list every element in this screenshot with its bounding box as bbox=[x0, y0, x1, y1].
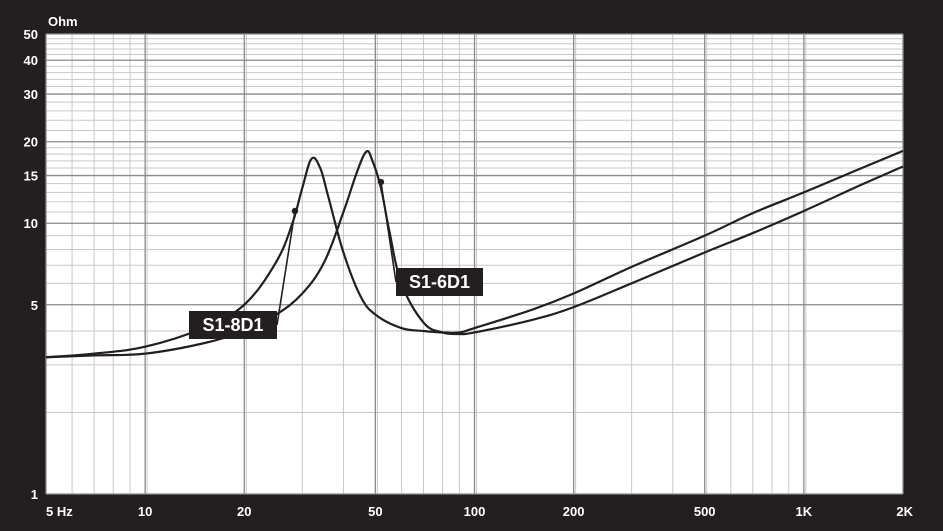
callout-label: S1-6D1 bbox=[409, 272, 470, 292]
x-tick-label: 100 bbox=[464, 504, 486, 519]
x-tick-label: 1K bbox=[796, 504, 813, 519]
x-tick-label: 5 Hz bbox=[46, 504, 73, 519]
y-tick-label: 20 bbox=[24, 135, 38, 150]
x-tick-label: 2K bbox=[896, 504, 913, 519]
y-tick-label: 5 bbox=[31, 298, 38, 313]
y-tick-label: 10 bbox=[24, 216, 38, 231]
callout-label: S1-8D1 bbox=[202, 315, 263, 335]
y-tick-label: 50 bbox=[24, 27, 38, 42]
x-tick-label: 20 bbox=[237, 504, 251, 519]
x-axis-tick-labels: 5 Hz 10 20 50 100 200 500 1K 2K bbox=[46, 504, 914, 519]
callout-anchor-dot bbox=[291, 207, 299, 215]
callout-box bbox=[189, 311, 277, 339]
callout-leader bbox=[276, 210, 296, 326]
major-grid bbox=[45, 33, 904, 495]
y-tick-label: 15 bbox=[24, 169, 38, 184]
annotations: S1-8D1 S1-6D1 bbox=[189, 178, 483, 339]
x-tick-label: 500 bbox=[694, 504, 716, 519]
y-tick-label: 1 bbox=[31, 487, 38, 502]
y-tick-label: 40 bbox=[24, 53, 38, 68]
callout-box bbox=[396, 268, 483, 296]
callout-leader bbox=[380, 181, 397, 283]
x-tick-label: 50 bbox=[368, 504, 382, 519]
y-tick-label: 30 bbox=[24, 87, 38, 102]
x-tick-label: 10 bbox=[138, 504, 152, 519]
callout-anchor-dot bbox=[377, 178, 385, 186]
y-axis-unit-label: Ohm bbox=[48, 14, 78, 29]
x-tick-label: 200 bbox=[563, 504, 585, 519]
series-line-s1-8d1 bbox=[45, 149, 904, 359]
